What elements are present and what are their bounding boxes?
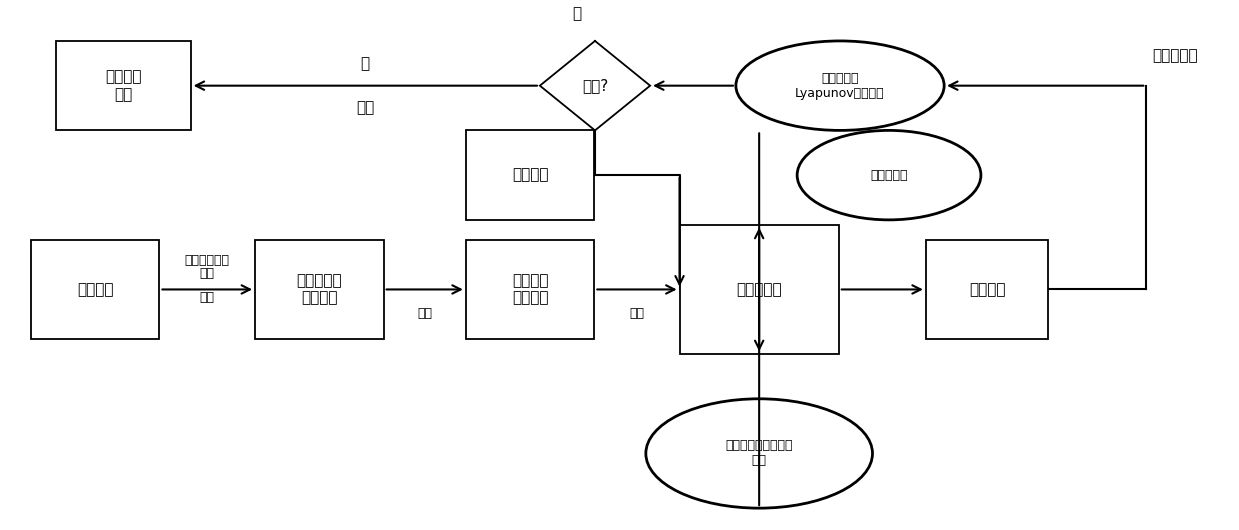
Text: 滑模面设计: 滑模面设计 <box>870 169 908 182</box>
Text: 控制器设计: 控制器设计 <box>736 282 782 297</box>
FancyBboxPatch shape <box>466 130 595 220</box>
Text: 被控系统: 被控系统 <box>969 282 1005 297</box>
Ellipse shape <box>797 130 981 220</box>
Text: 分数阶系统
数学模型: 分数阶系统 数学模型 <box>296 273 342 306</box>
Text: 否: 否 <box>572 6 581 21</box>
Text: 数值模拟
仿真: 数值模拟 仿真 <box>105 69 141 102</box>
Text: 稳定?: 稳定? <box>582 78 608 93</box>
Text: 控制目标: 控制目标 <box>512 167 549 183</box>
Polygon shape <box>540 41 650 130</box>
Text: 实际系统: 实际系统 <box>77 282 114 297</box>
Text: 分数阶微积分: 分数阶微积分 <box>185 254 229 267</box>
Text: 验证: 验证 <box>356 101 374 116</box>
FancyBboxPatch shape <box>56 41 191 130</box>
Text: 是: 是 <box>361 56 370 71</box>
FancyBboxPatch shape <box>31 240 160 339</box>
Text: 非线性动
力学特征: 非线性动 力学特征 <box>512 273 549 306</box>
FancyBboxPatch shape <box>255 240 384 339</box>
FancyBboxPatch shape <box>466 240 595 339</box>
Text: 综合: 综合 <box>629 307 644 320</box>
Text: 建模: 建模 <box>199 292 214 304</box>
Text: 理论: 理论 <box>199 267 214 279</box>
Ellipse shape <box>736 41 944 130</box>
FancyBboxPatch shape <box>679 225 839 354</box>
Text: 分数阶系统
Lyapunov泛函构建: 分数阶系统 Lyapunov泛函构建 <box>795 72 885 100</box>
Text: 稳定性判断: 稳定性判断 <box>1152 48 1198 64</box>
Text: 分数阶有限时间稳定
理论: 分数阶有限时间稳定 理论 <box>725 439 793 467</box>
Text: 分析: 分析 <box>418 307 432 320</box>
Ellipse shape <box>646 399 872 508</box>
FancyBboxPatch shape <box>926 240 1048 339</box>
